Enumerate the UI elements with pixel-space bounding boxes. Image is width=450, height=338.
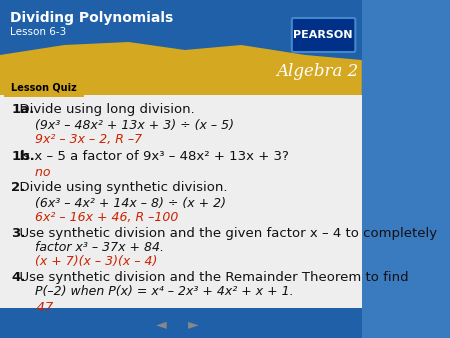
- Text: factor x³ – 37x + 84.: factor x³ – 37x + 84.: [11, 241, 164, 254]
- Text: 2.: 2.: [11, 181, 26, 194]
- Text: Dividing Polynomials: Dividing Polynomials: [9, 11, 173, 25]
- Text: Is x – 5 a factor of 9x³ – 48x² + 13x + 3?: Is x – 5 a factor of 9x³ – 48x² + 13x + …: [11, 150, 289, 163]
- Text: ►: ►: [188, 317, 198, 331]
- FancyBboxPatch shape: [0, 308, 362, 338]
- Text: (x + 7)(x – 3)(x – 4): (x + 7)(x – 3)(x – 4): [11, 255, 157, 268]
- Text: Lesson Quiz: Lesson Quiz: [11, 83, 77, 93]
- Text: Algebra 2: Algebra 2: [276, 64, 359, 80]
- Text: ◄: ◄: [156, 317, 166, 331]
- FancyBboxPatch shape: [0, 0, 362, 95]
- Text: Divide using long division.: Divide using long division.: [11, 103, 195, 116]
- FancyBboxPatch shape: [0, 95, 362, 308]
- FancyBboxPatch shape: [4, 79, 85, 97]
- Polygon shape: [0, 42, 362, 95]
- Text: Use synthetic division and the given factor x – 4 to completely: Use synthetic division and the given fac…: [11, 227, 437, 240]
- Text: 1a.: 1a.: [11, 103, 35, 116]
- Text: PEARSON: PEARSON: [293, 30, 353, 40]
- Text: Use synthetic division and the Remainder Theorem to find: Use synthetic division and the Remainder…: [11, 271, 409, 284]
- Text: Divide using synthetic division.: Divide using synthetic division.: [11, 181, 228, 194]
- Text: (9x³ – 48x² + 13x + 3) ÷ (x – 5): (9x³ – 48x² + 13x + 3) ÷ (x – 5): [11, 119, 234, 132]
- Text: Lesson 6-3: Lesson 6-3: [9, 27, 66, 37]
- Text: P(–2) when P(x) = x⁴ – 2x³ + 4x² + x + 1.: P(–2) when P(x) = x⁴ – 2x³ + 4x² + x + 1…: [11, 285, 294, 298]
- Text: 4.: 4.: [11, 271, 26, 284]
- Text: 3.: 3.: [11, 227, 26, 240]
- Text: 1b.: 1b.: [11, 150, 35, 163]
- FancyBboxPatch shape: [292, 18, 356, 52]
- Text: 47: 47: [11, 301, 54, 314]
- Text: (6x³ – 4x² + 14x – 8) ÷ (x + 2): (6x³ – 4x² + 14x – 8) ÷ (x + 2): [11, 197, 226, 210]
- Text: 9x² – 3x – 2, R –7: 9x² – 3x – 2, R –7: [11, 133, 142, 146]
- Text: 6x² – 16x + 46, R –100: 6x² – 16x + 46, R –100: [11, 211, 179, 224]
- Text: no: no: [11, 166, 51, 179]
